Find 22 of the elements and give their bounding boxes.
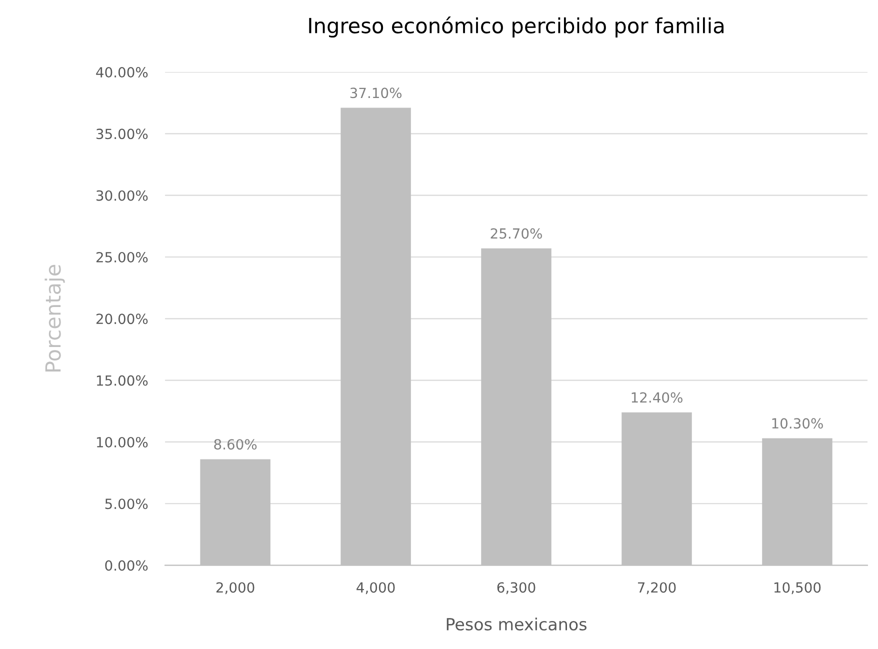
y-tick-label: 30.00% [96,190,148,201]
data-label: 25.70% [490,228,542,239]
data-label: 8.60% [214,439,257,450]
y-tick-label: 40.00% [96,67,148,78]
x-tick-label: 7,200 [638,582,676,594]
x-tick-label: 10,500 [774,582,821,594]
y-tick-label: 10.00% [96,436,148,448]
x-tick-label: 4,000 [356,582,395,594]
x-tick-label: 2,000 [216,582,254,594]
y-tick-label: 5.00% [105,498,148,510]
y-tick-label: 35.00% [96,128,148,140]
data-label: 12.40% [632,392,682,403]
y-tick-label: 0.00% [105,560,148,571]
data-label: 37.10% [350,88,402,98]
y-axis-title: Porcentaje [44,264,65,372]
y-tick-label: 20.00% [96,314,148,324]
x-tick-label: 6,300 [497,582,536,594]
chart-title: Ingreso económico percibido por familia [309,16,724,38]
y-tick-label: 25.00% [96,252,148,262]
x-axis-title: Pesos mexicanos [446,618,586,631]
data-label: 10.30% [772,418,823,429]
y-tick-label: 15.00% [96,375,148,386]
